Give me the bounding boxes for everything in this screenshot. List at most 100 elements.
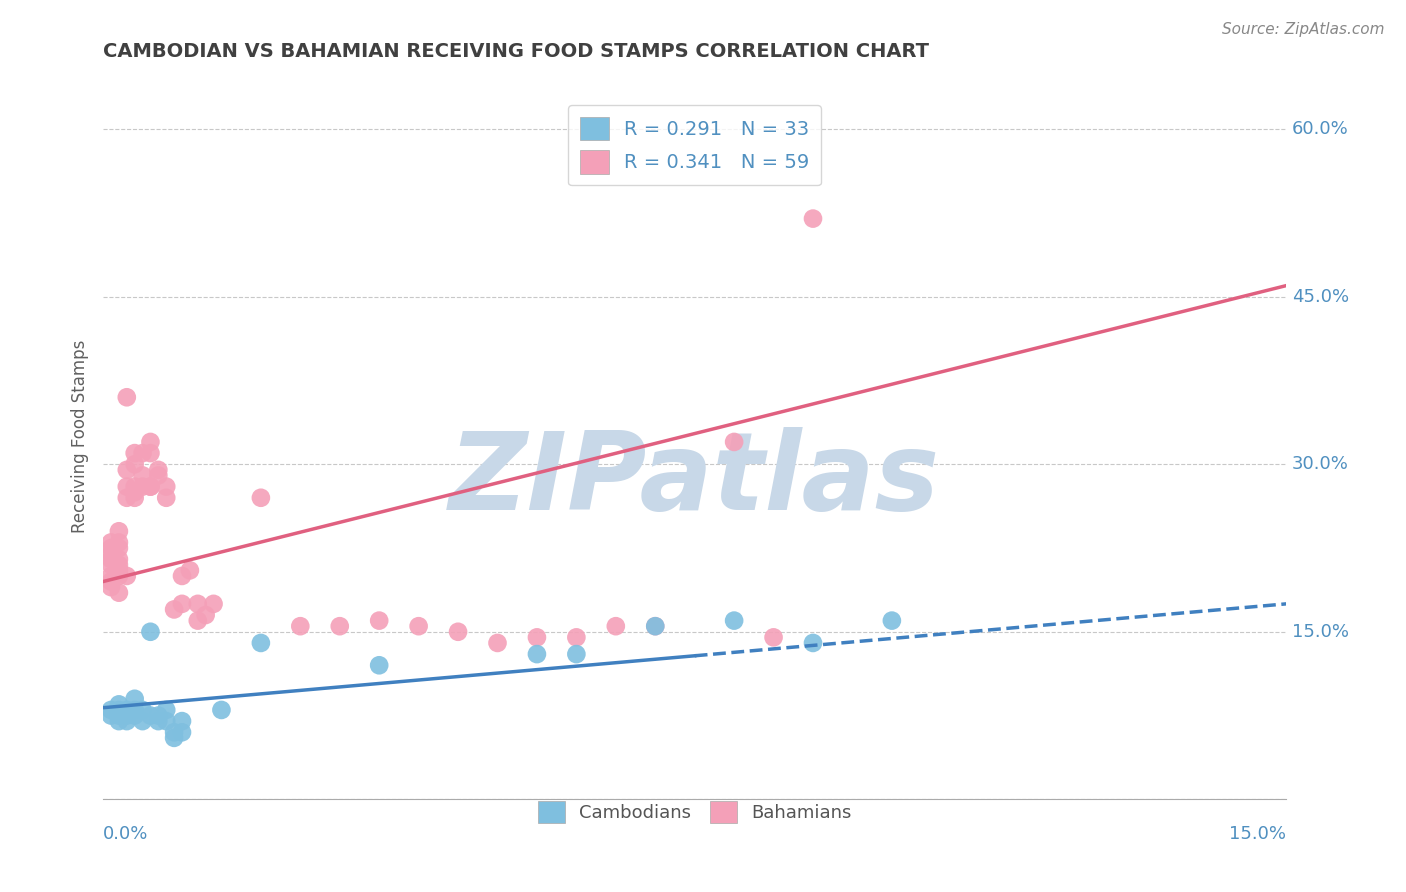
Point <box>100 535 122 549</box>
Point <box>108 703 131 717</box>
Point <box>108 535 131 549</box>
Point <box>108 585 131 599</box>
Point <box>526 631 548 645</box>
Point <box>250 491 273 505</box>
Text: 30.0%: 30.0% <box>1292 455 1348 474</box>
Point <box>163 602 186 616</box>
Point <box>115 390 138 404</box>
Point <box>131 703 153 717</box>
Text: Source: ZipAtlas.com: Source: ZipAtlas.com <box>1222 22 1385 37</box>
Point <box>194 607 217 622</box>
Text: 60.0%: 60.0% <box>1292 120 1348 138</box>
Point <box>179 563 201 577</box>
Point <box>100 574 122 589</box>
Point <box>108 524 131 539</box>
Point <box>290 619 312 633</box>
Point <box>801 211 824 226</box>
Point <box>368 614 391 628</box>
Point <box>108 558 131 572</box>
Point <box>115 708 138 723</box>
Point <box>115 491 138 505</box>
Point <box>139 480 162 494</box>
Point <box>170 569 193 583</box>
Point <box>486 636 509 650</box>
Point <box>170 597 193 611</box>
Point <box>124 457 146 471</box>
Text: ZIPatlas: ZIPatlas <box>449 427 941 533</box>
Point <box>139 624 162 639</box>
Point <box>368 658 391 673</box>
Point <box>108 708 131 723</box>
Point <box>329 619 352 633</box>
Point <box>124 446 146 460</box>
Point <box>155 703 177 717</box>
Point <box>108 541 131 555</box>
Point <box>163 725 186 739</box>
Point <box>108 569 131 583</box>
Point <box>605 619 627 633</box>
Point <box>170 714 193 728</box>
Point <box>139 446 162 460</box>
Point <box>202 597 225 611</box>
Point <box>408 619 430 633</box>
Point <box>762 631 785 645</box>
Point <box>108 552 131 566</box>
Point <box>148 468 170 483</box>
Point <box>131 714 153 728</box>
Point <box>163 731 186 745</box>
Point <box>100 703 122 717</box>
Point <box>139 434 162 449</box>
Point <box>124 708 146 723</box>
Point <box>108 563 131 577</box>
Point <box>644 619 666 633</box>
Point <box>124 691 146 706</box>
Point <box>115 703 138 717</box>
Text: 45.0%: 45.0% <box>1292 288 1350 306</box>
Point <box>100 552 122 566</box>
Point <box>250 636 273 650</box>
Point <box>155 480 177 494</box>
Point <box>139 480 162 494</box>
Point <box>124 491 146 505</box>
Point <box>187 614 209 628</box>
Point <box>447 624 470 639</box>
Point <box>723 434 745 449</box>
Point <box>124 485 146 500</box>
Point <box>565 647 588 661</box>
Text: 15.0%: 15.0% <box>1292 623 1350 640</box>
Point <box>100 558 122 572</box>
Point <box>115 714 138 728</box>
Point <box>565 631 588 645</box>
Point <box>115 480 138 494</box>
Point <box>880 614 903 628</box>
Point <box>155 491 177 505</box>
Point <box>644 619 666 633</box>
Point <box>139 708 162 723</box>
Text: 0.0%: 0.0% <box>103 825 149 843</box>
Point <box>170 725 193 739</box>
Point <box>723 614 745 628</box>
Point <box>187 597 209 611</box>
Point <box>131 480 153 494</box>
Point <box>100 708 122 723</box>
Point <box>115 463 138 477</box>
Point <box>108 714 131 728</box>
Point <box>100 547 122 561</box>
Text: CAMBODIAN VS BAHAMIAN RECEIVING FOOD STAMPS CORRELATION CHART: CAMBODIAN VS BAHAMIAN RECEIVING FOOD STA… <box>103 42 929 61</box>
Point <box>100 569 122 583</box>
Point <box>148 463 170 477</box>
Point <box>148 714 170 728</box>
Legend: Cambodians, Bahamians: Cambodians, Bahamians <box>530 794 859 830</box>
Point <box>155 714 177 728</box>
Point <box>108 698 131 712</box>
Text: 15.0%: 15.0% <box>1229 825 1286 843</box>
Y-axis label: Receiving Food Stamps: Receiving Food Stamps <box>72 340 89 533</box>
Point <box>124 703 146 717</box>
Point <box>115 569 138 583</box>
Point <box>100 580 122 594</box>
Point <box>131 446 153 460</box>
Point <box>801 636 824 650</box>
Point <box>209 703 232 717</box>
Point <box>124 480 146 494</box>
Point <box>131 468 153 483</box>
